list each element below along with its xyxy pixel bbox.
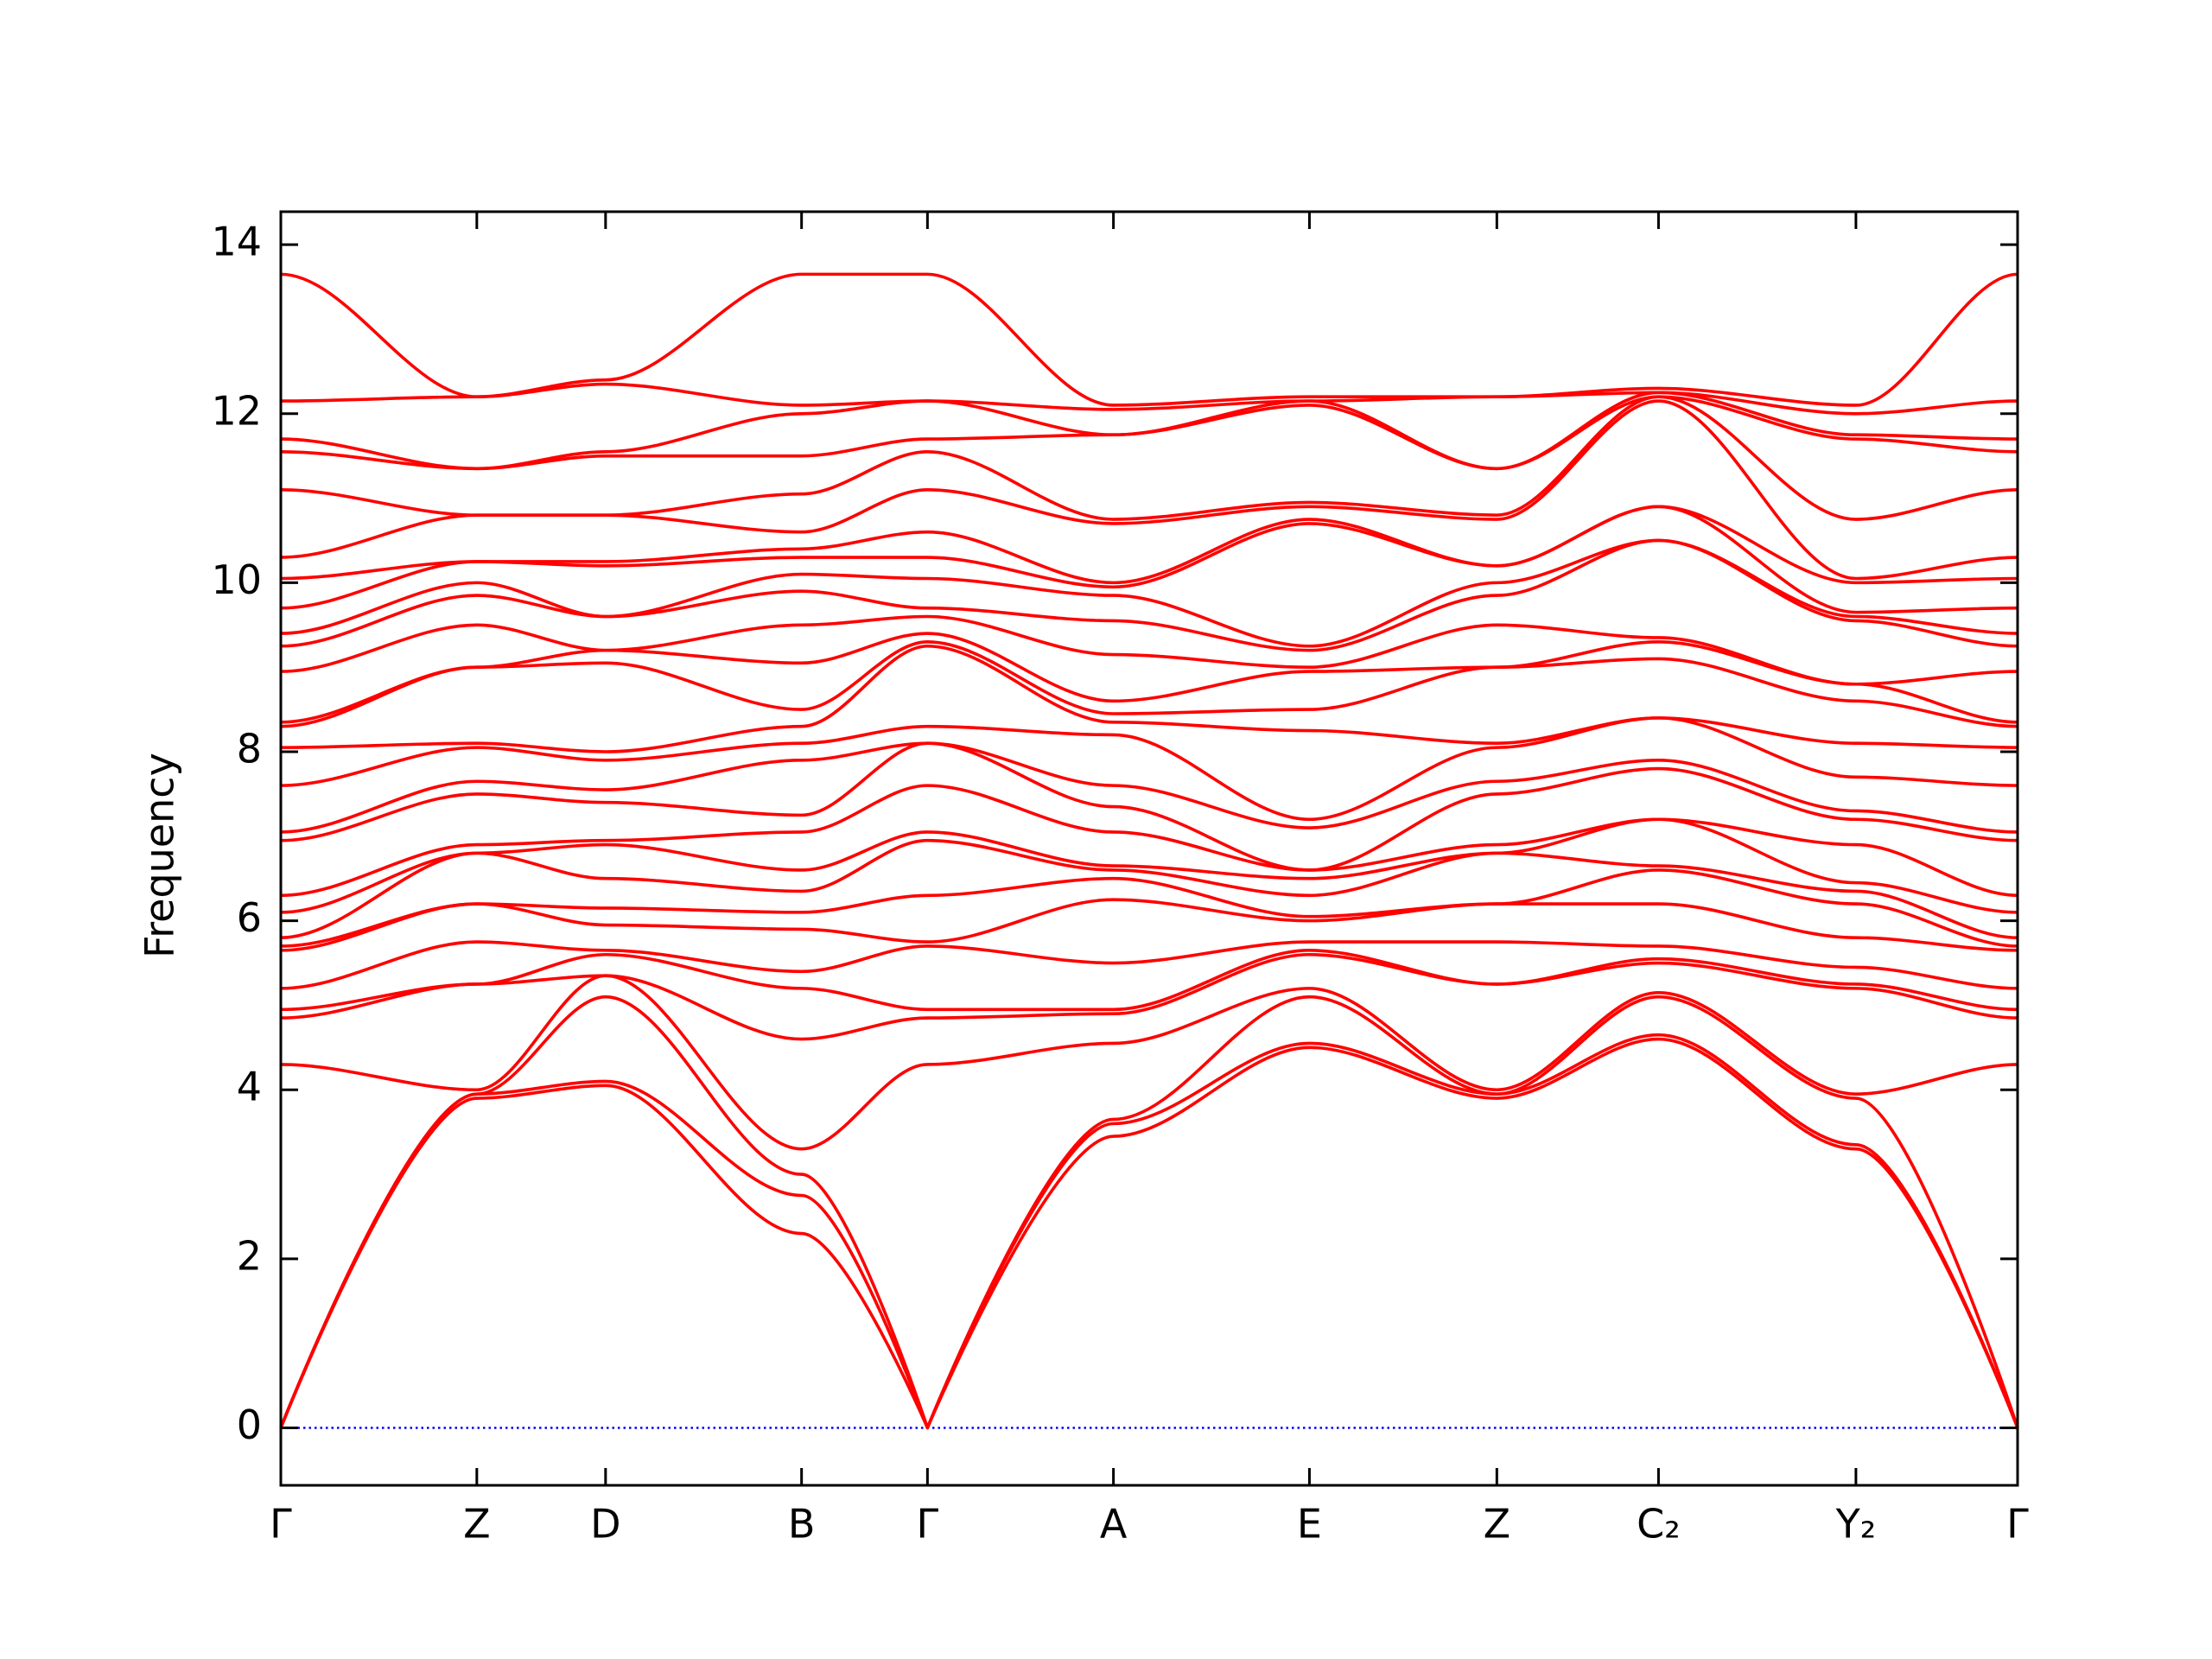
band xyxy=(280,538,2018,652)
x-tick-label: E xyxy=(1297,1501,1322,1548)
band xyxy=(280,741,2018,872)
band xyxy=(279,1033,2019,1430)
band xyxy=(279,995,2019,1430)
band xyxy=(280,399,2018,581)
band xyxy=(280,382,2018,416)
band xyxy=(280,949,2018,1012)
band xyxy=(280,952,2018,1041)
y-tick-label: 14 xyxy=(211,219,262,265)
band xyxy=(280,644,2018,753)
band xyxy=(280,640,2018,728)
band xyxy=(280,868,2018,948)
x-tick-label: B xyxy=(788,1501,816,1548)
y-tick-label: 4 xyxy=(237,1064,262,1110)
band xyxy=(280,505,2018,585)
y-tick-label: 2 xyxy=(237,1232,262,1279)
x-tick-label: Z xyxy=(1484,1501,1511,1548)
band xyxy=(279,1037,2019,1430)
band xyxy=(280,395,2018,521)
band xyxy=(280,838,2018,939)
y-tick-label: 6 xyxy=(237,894,262,941)
band xyxy=(280,614,2018,686)
band xyxy=(280,632,2018,724)
band xyxy=(280,974,2018,1151)
y-tick-label: 12 xyxy=(211,387,262,434)
x-tick-label: Y₂ xyxy=(1835,1501,1877,1548)
band xyxy=(280,272,2018,407)
y-tick-label: 0 xyxy=(237,1402,262,1448)
band xyxy=(280,716,2018,822)
x-tick-label: A xyxy=(1100,1501,1128,1548)
band xyxy=(280,898,2018,952)
x-tick-label: Γ xyxy=(270,1501,292,1548)
y-axis-label: Frequency xyxy=(137,753,183,958)
band xyxy=(280,741,2018,834)
band xyxy=(280,940,2018,990)
band xyxy=(280,784,2018,898)
x-tick-label: Γ xyxy=(917,1501,939,1548)
band xyxy=(280,391,2018,471)
x-tick-label: Z xyxy=(463,1501,491,1548)
band xyxy=(280,505,2018,614)
band xyxy=(280,538,2018,648)
band xyxy=(280,817,2018,914)
plot-frame xyxy=(279,210,2019,1487)
x-tick-label: D xyxy=(590,1501,620,1548)
x-tick-label: C₂ xyxy=(1637,1501,1681,1548)
x-tick-label: Γ xyxy=(2006,1501,2029,1548)
y-tick-label: 10 xyxy=(211,556,262,603)
y-tick-label: 8 xyxy=(237,726,262,772)
